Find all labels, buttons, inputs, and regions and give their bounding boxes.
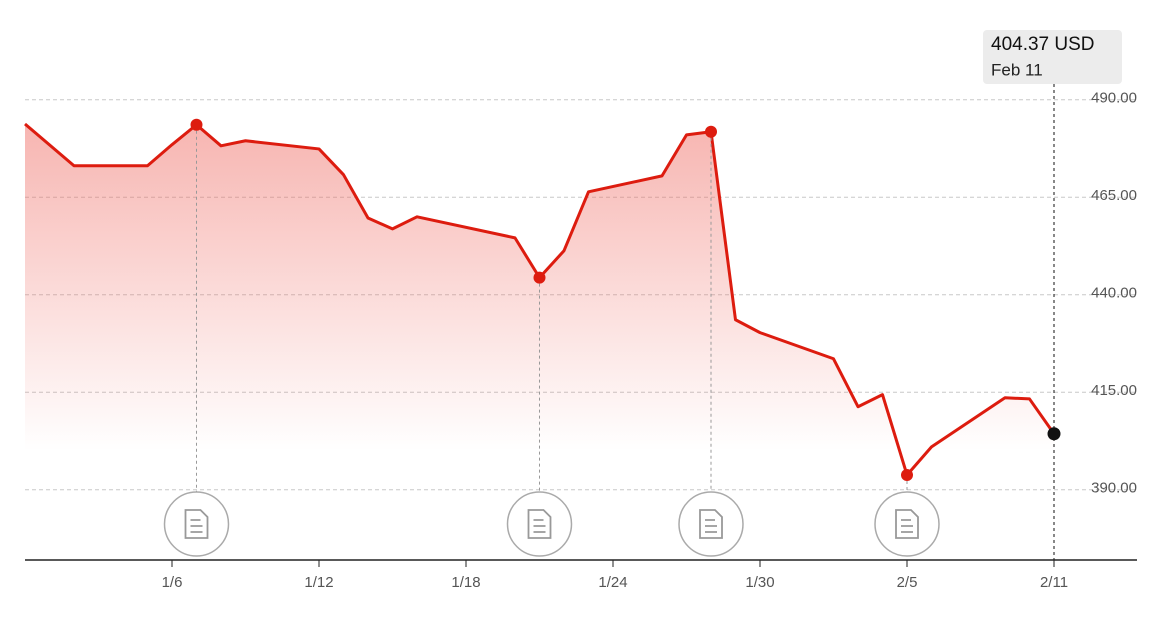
- event-icon[interactable]: [506, 491, 573, 557]
- x-tick-label: 1/18: [451, 574, 480, 591]
- x-tick-label: 2/5: [897, 574, 918, 591]
- x-tick-label: 1/12: [304, 574, 333, 591]
- x-tick-label: 2/11: [1040, 574, 1068, 591]
- line: [24, 122, 1056, 477]
- doc-glyph: [895, 509, 919, 539]
- doc-glyph: [699, 509, 723, 539]
- x-tick-label: 1/6: [162, 574, 183, 591]
- event-marker: [901, 468, 913, 481]
- tooltip-date: Feb 11: [991, 60, 1043, 79]
- area: [25, 123, 1054, 560]
- y-tick-label: 465.00: [1091, 187, 1137, 204]
- event-marker: [533, 271, 546, 284]
- tooltip-box: [983, 30, 1122, 84]
- x-tick-label: 1/24: [598, 574, 627, 591]
- event-marker: [190, 118, 203, 131]
- tooltip: 404.37 USD Feb 11: [983, 30, 1122, 84]
- doc-glyph: [527, 509, 552, 539]
- event-icon[interactable]: [163, 491, 230, 557]
- tooltip-value: 404.37 USD: [991, 34, 1095, 55]
- y-tick-label: 390.00: [1091, 479, 1137, 496]
- y-tick-label: 440.00: [1091, 284, 1137, 301]
- y-tick-label: 490.00: [1091, 89, 1137, 106]
- doc-glyph: [184, 509, 209, 539]
- event-icon[interactable]: [678, 491, 744, 557]
- event-marker: [705, 125, 717, 138]
- event-icon[interactable]: [874, 491, 940, 557]
- last-point: [1047, 427, 1061, 441]
- y-tick-label: 415.00: [1091, 382, 1137, 399]
- x-tick-label: 1/30: [745, 574, 774, 591]
